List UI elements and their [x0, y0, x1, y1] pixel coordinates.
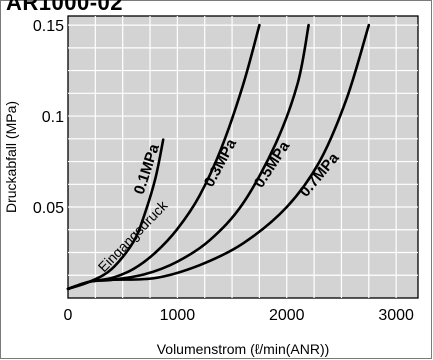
- y-tick-label: 0.05: [33, 200, 64, 217]
- curves: [66, 23, 371, 291]
- y-tick-label: 0.15: [33, 18, 64, 35]
- x-tick-label: 0: [64, 307, 73, 324]
- x-tick-label: 1000: [160, 307, 196, 324]
- x-tick-label: 2000: [269, 307, 305, 324]
- tick-labels: 0 1000 2000 3000 0.05 0.1 0.15: [33, 18, 414, 324]
- y-tick-label: 0.1: [42, 109, 64, 126]
- x-tick-label: 3000: [378, 307, 414, 324]
- x-axis-label: Volumenstrom (ℓ/min(ANR)): [157, 341, 330, 357]
- grid-lines: [68, 16, 418, 298]
- series-line-0.7MPa: [66, 23, 371, 291]
- y-axis-label: Druckabfall (MPa): [3, 101, 19, 213]
- figure-header: AR1000-02: [6, 0, 124, 15]
